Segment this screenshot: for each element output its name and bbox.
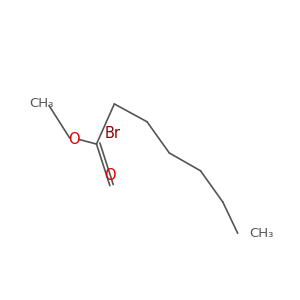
Text: Br: Br [105, 126, 121, 141]
Text: O: O [104, 168, 116, 183]
Text: CH₃: CH₃ [29, 98, 54, 110]
Text: O: O [68, 132, 80, 147]
Text: CH₃: CH₃ [250, 227, 274, 240]
